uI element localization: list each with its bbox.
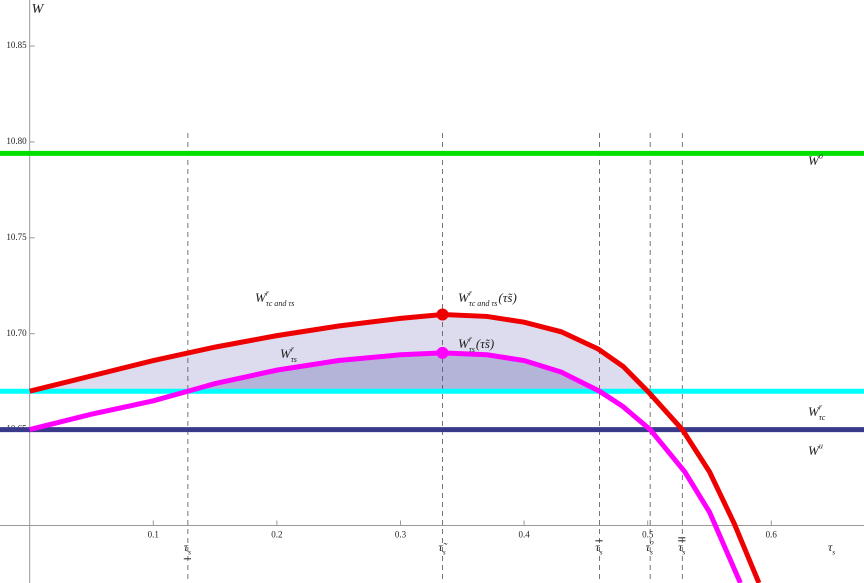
curve [29,312,762,583]
peak-label-sub: τc and τs [469,299,498,308]
level-label-sub: τc [819,413,826,422]
curve [29,350,743,583]
peak-label-sub: τs [469,345,475,354]
level-label-sup: o [819,151,823,160]
reference-label: τ os [646,538,654,557]
level-label-base: W [808,443,820,458]
peak-point [436,308,449,321]
reference-label-sub: s [188,547,191,556]
reference-label-base: τ [678,540,683,554]
curve-label-sup: r [266,288,270,297]
x-tick-label: 0.4 [518,530,530,540]
y-tick-label: 10.85 [6,40,27,50]
x-axis-label-sub: s [832,547,835,556]
level-label-base: W [808,404,820,419]
peak-label-sup: r [469,288,473,297]
y-tick-label: 10.80 [6,136,27,146]
peak-label-sup: r [469,334,473,343]
reference-label-sup: o [650,538,654,547]
reference-label-sub: s [600,547,603,556]
reference-label-base: τ [595,540,600,554]
peak-label-after: (τ̃s) [498,290,516,305]
y-tick-label: 10.75 [6,232,27,242]
x-tick-label: 0.2 [271,530,282,540]
reference-label-sub: s [682,547,685,556]
x-tick-label: 0.3 [395,530,407,540]
curve-label-sub: τs [291,355,297,364]
reference-label-base: τ [646,540,651,554]
peak-label-base: W [458,290,470,305]
peak-label-after: (τ̃s) [476,336,494,351]
peak-label-base: W [458,336,470,351]
y-tick-label: 10.70 [6,328,27,338]
y-axis-label-base: W [32,2,45,17]
x-tick-label: 0.1 [148,530,159,540]
curve-label-base: W [280,346,292,361]
reference-label-sub: s [443,547,446,556]
x-axis-label-base: τ [828,540,833,554]
x-tick-label: 0.5 [642,530,654,540]
curve-label-base: W [255,290,267,305]
level-label-sup: r [819,402,823,411]
curve-label-sup: r [291,344,295,353]
reference-label-base: τ [184,540,189,554]
reference-label-sub: s [650,547,653,556]
peak-point [436,346,449,359]
level-label-sup: u [819,441,823,450]
level-label-base: W [808,153,820,168]
curve-label-sub: τc and τs [266,299,295,308]
x-tick-label: 0.6 [766,530,778,540]
reference-label: τ̃ s [438,540,447,557]
y-axis-label: W [32,2,45,17]
fill-region [29,352,741,392]
